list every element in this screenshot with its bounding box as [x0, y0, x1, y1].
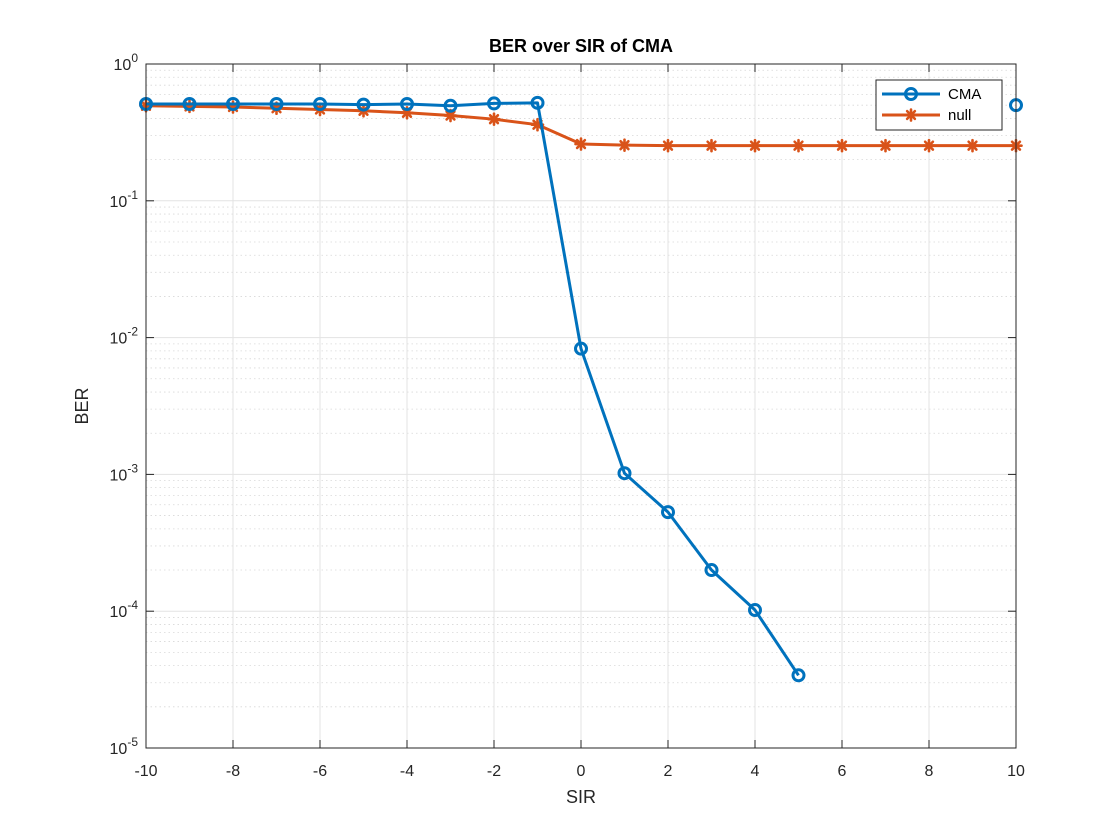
data-point: [704, 563, 719, 578]
data-point: [904, 108, 918, 122]
data-point: [661, 505, 675, 520]
x-tick-label: 0: [577, 763, 586, 780]
series-cma: [139, 95, 1023, 683]
data-point: [791, 668, 806, 683]
legend-label: CMA: [948, 86, 981, 103]
data-point: [400, 97, 414, 112]
data-point: [487, 96, 501, 111]
data-point: [269, 97, 284, 112]
x-tick-label: -6: [313, 763, 327, 780]
chart-title: BER over SIR of CMA: [489, 36, 673, 56]
data-point: [617, 138, 632, 152]
x-tick-label: 10: [1007, 763, 1025, 780]
x-tick-label: 4: [751, 763, 760, 780]
data-point: [704, 138, 719, 153]
data-point: [748, 603, 762, 618]
data-point: [530, 95, 545, 110]
x-tick-label: 2: [664, 763, 673, 780]
data-point: [574, 341, 588, 356]
series-layer: [139, 95, 1023, 683]
legend-box: [875, 79, 1003, 131]
y-tick-label: 10-5: [110, 735, 139, 758]
data-point: [661, 138, 675, 153]
data-point: [182, 97, 197, 112]
data-point: [835, 138, 849, 153]
x-tick-label: -10: [134, 763, 157, 780]
data-point: [878, 138, 893, 153]
legend-entry-null: null: [882, 107, 971, 124]
data-point: [965, 138, 980, 153]
data-point: [356, 97, 371, 112]
legend-label: null: [948, 107, 971, 124]
y-tick-label: 10-2: [110, 325, 139, 348]
x-tick-label: 8: [925, 763, 934, 780]
y-tick-label: 10-3: [110, 461, 139, 484]
series-line: [146, 101, 800, 677]
x-axis-label: SIR: [566, 787, 596, 807]
data-point: [922, 138, 936, 153]
x-tick-label: -2: [487, 763, 501, 780]
data-point: [487, 112, 501, 126]
data-point: [748, 138, 762, 153]
data-point: [443, 98, 458, 113]
data-point: [791, 138, 806, 153]
y-axis-label: BER: [72, 387, 92, 424]
x-tick-label: -8: [226, 763, 240, 780]
x-tick-label: 6: [838, 763, 847, 780]
y-tick-label: 10-4: [110, 598, 139, 621]
data-point: [313, 97, 327, 112]
x-tick-label: -4: [400, 763, 414, 780]
data-point: [904, 87, 918, 101]
y-tick-label: 10-1: [110, 188, 139, 211]
legend: CMA null: [875, 79, 1003, 131]
y-tick-label: 100: [114, 51, 139, 74]
data-point: [226, 97, 240, 112]
ticks: 10-5 10-4 10-3 10-2 10-1 100 -10 -8 -6 -4 -2 0 2 4 6 8 1…: [110, 51, 1025, 780]
data-point: [617, 466, 632, 481]
legend-entry-cma: CMA: [882, 86, 981, 103]
data-point: [574, 137, 588, 151]
